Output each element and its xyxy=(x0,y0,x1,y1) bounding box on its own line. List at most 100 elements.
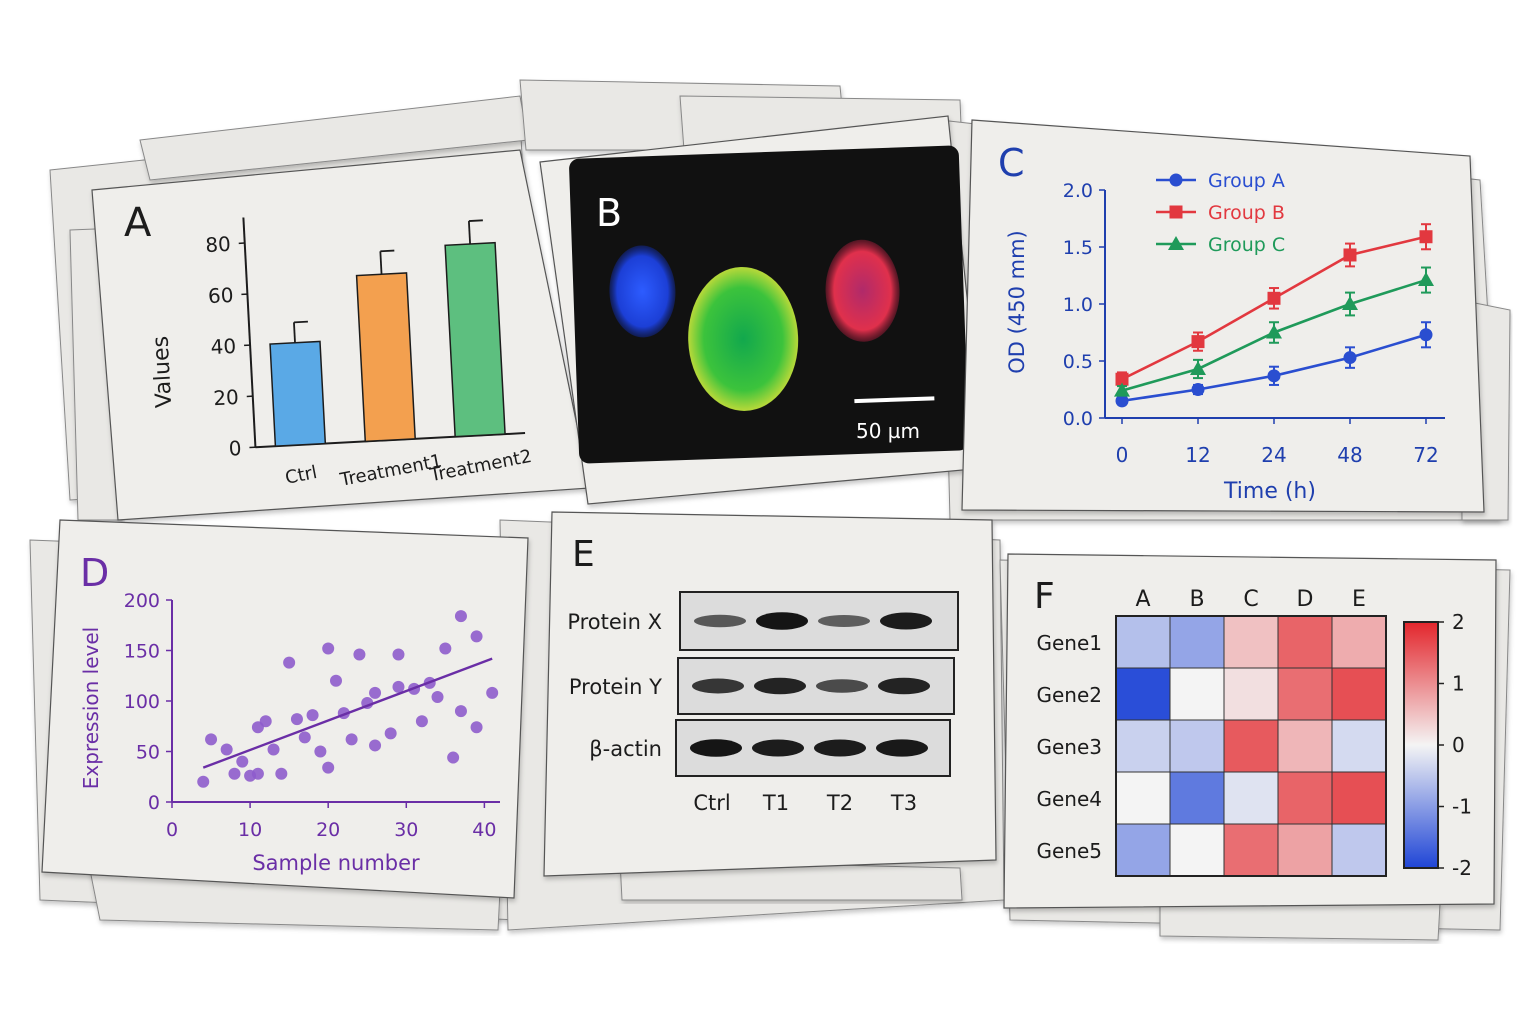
panel-c-card: C 0.0 0.5 1.0 1.5 2.0 0 12 24 48 72 Time (h) OD (45… xyxy=(961,119,1485,513)
bar-treatment1 xyxy=(355,272,416,443)
y-tick-label-a: 60 xyxy=(207,283,234,308)
x-axis-label-c: Time (h) xyxy=(1223,479,1316,504)
legend-marker-c xyxy=(1169,173,1183,187)
data-point-c xyxy=(1191,335,1205,349)
x-tick-label-c: 0 xyxy=(1116,443,1129,467)
scatter-point xyxy=(369,686,382,699)
heatmap-col-label: C xyxy=(1243,587,1258,612)
scatter-point xyxy=(431,690,444,703)
scatter-point xyxy=(470,630,483,643)
panel-d-letter: D xyxy=(80,551,109,595)
y-tick-label-a: 40 xyxy=(210,334,237,359)
scatter-point xyxy=(345,733,358,746)
blot-band xyxy=(818,615,870,627)
error-cap-a xyxy=(468,219,483,222)
error-cap-a xyxy=(293,320,308,324)
heatmap-row-label: Gene1 xyxy=(1036,631,1102,655)
heatmap-border xyxy=(1115,615,1387,877)
blot-row-label: Protein Y xyxy=(569,675,662,699)
x-tick-label-d: 40 xyxy=(472,819,496,841)
scatter-point xyxy=(322,761,335,774)
scatter-point xyxy=(314,745,327,758)
scatter-point xyxy=(220,743,233,756)
panel-b-letter: B xyxy=(596,191,622,235)
nucleus-red xyxy=(825,239,900,342)
scale-bar xyxy=(854,396,935,404)
heatmap-cell xyxy=(1277,719,1333,773)
heatmap-cell xyxy=(1277,667,1333,721)
error-bar-a xyxy=(467,220,471,245)
blot-band xyxy=(690,739,742,757)
heatmap-row-label: Gene3 xyxy=(1036,735,1102,759)
heatmap-cell xyxy=(1115,667,1171,721)
heatmap-cell xyxy=(1115,771,1171,825)
chart-c: 0.0 0.5 1.0 1.5 2.0 0 12 24 48 72 Time (h) OD (450 … xyxy=(1005,170,1445,504)
bar-treatment2 xyxy=(444,241,506,438)
data-point-c xyxy=(1342,296,1358,310)
blot-row-label: Protein X xyxy=(567,610,662,634)
x-tick-label-d: 10 xyxy=(238,819,262,841)
data-point-c xyxy=(1115,372,1129,386)
scatter-point xyxy=(415,715,428,728)
heatmap-cell xyxy=(1169,615,1225,669)
scatter-point xyxy=(470,721,483,734)
scatter-point xyxy=(290,713,303,726)
y-tick-label-c: 1.0 xyxy=(1063,294,1093,316)
scatter-point xyxy=(267,743,280,756)
scatter-point xyxy=(447,751,460,764)
heatmap-cell xyxy=(1115,615,1171,669)
heatmap-cell xyxy=(1277,823,1333,877)
heatmap-col-label: E xyxy=(1352,587,1366,612)
scatter-point xyxy=(322,642,335,655)
y-tick-label-a: 0 xyxy=(228,436,242,461)
legend-label-c: Group B xyxy=(1208,202,1285,224)
blot-band xyxy=(878,677,930,695)
scatter-point xyxy=(454,610,467,623)
heatmap-cell xyxy=(1169,667,1225,721)
y-axis-a xyxy=(242,217,257,448)
colorbar-tick-label: 1 xyxy=(1452,672,1465,696)
blot-band xyxy=(754,677,806,695)
nucleus-blue xyxy=(609,245,676,338)
blot-lane-label: T3 xyxy=(890,791,917,815)
heatmap-cell xyxy=(1223,823,1279,877)
legend-label-c: Group A xyxy=(1208,170,1285,192)
scatter-point xyxy=(369,739,382,752)
blot-band xyxy=(694,614,746,628)
x-tick-label-c: 72 xyxy=(1413,443,1438,467)
x-tick-label-d: 30 xyxy=(394,819,418,841)
panel-c-letter: C xyxy=(998,141,1025,185)
error-bar-a xyxy=(379,251,383,275)
scatter-point xyxy=(353,648,366,661)
legend-label-c: Group C xyxy=(1208,234,1285,256)
scatter-point xyxy=(330,674,342,687)
data-point-c xyxy=(1419,328,1433,342)
panel-f-card: F Gene1 Gene2 Gene3 Gene4 Gene5 A B C D E 2 1 0 -1 -2 xyxy=(1003,553,1497,909)
data-point-c xyxy=(1267,291,1281,305)
x-tick-label-d: 20 xyxy=(316,819,340,841)
scatter-point xyxy=(236,755,249,768)
heatmap-cell xyxy=(1223,771,1279,825)
legend-marker-c xyxy=(1168,236,1184,250)
heatmap-row-label: Gene5 xyxy=(1036,839,1102,863)
heatmap-cell xyxy=(1331,667,1387,721)
data-point-c xyxy=(1419,230,1433,244)
data-point-c xyxy=(1115,394,1129,408)
panel-f-letter: F xyxy=(1034,576,1055,617)
blot-band xyxy=(756,612,808,630)
x-axis-label-d: Sample number xyxy=(252,851,420,875)
x-tick-label-c: 48 xyxy=(1337,443,1362,467)
heatmap-cell xyxy=(1169,771,1225,825)
heatmap-cell xyxy=(1331,823,1387,877)
scatter-point xyxy=(251,767,264,780)
scatter-point xyxy=(275,767,288,780)
data-point-c xyxy=(1343,248,1357,262)
panel-a-letter: A xyxy=(124,200,152,246)
heatmap-cell xyxy=(1331,771,1387,825)
scatter-point xyxy=(439,642,452,655)
scale-bar-label: 50 µm xyxy=(856,419,920,443)
y-tick-label-d: 150 xyxy=(124,641,160,663)
scatter-point xyxy=(454,705,467,718)
y-tick-label-d: 0 xyxy=(148,792,160,814)
